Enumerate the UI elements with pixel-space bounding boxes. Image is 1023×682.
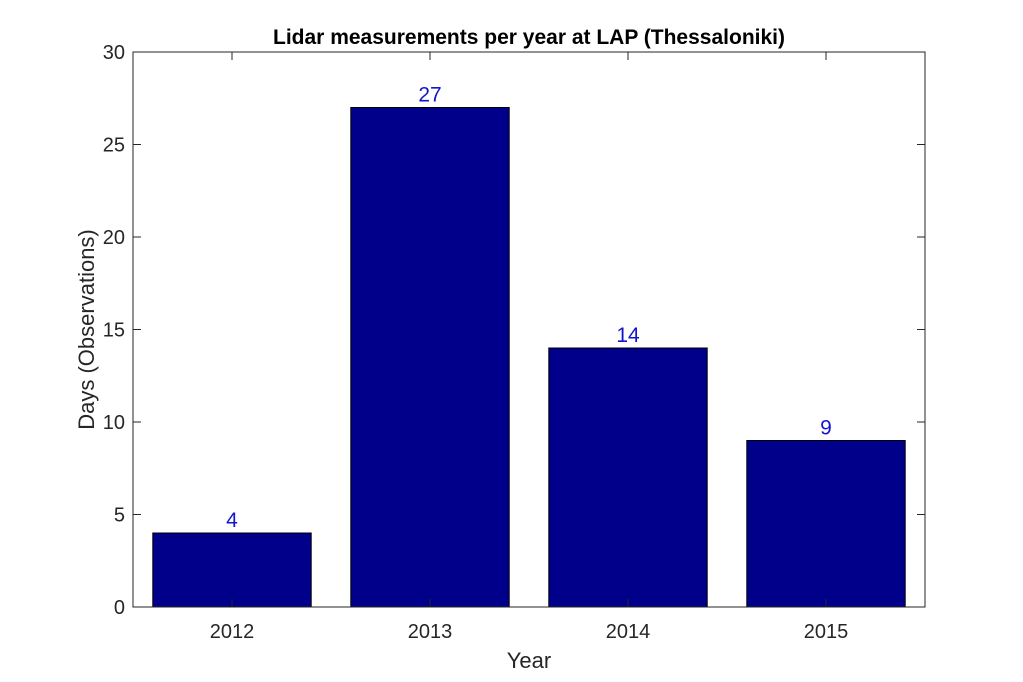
y-tick-label-10: 10 — [103, 412, 125, 434]
data-label-2012: 4 — [226, 509, 238, 532]
y-tick-label-30: 30 — [103, 42, 125, 64]
bar-2012 — [152, 532, 312, 608]
x-axis-title: Year — [507, 648, 551, 673]
data-label-2014: 14 — [616, 324, 640, 347]
data-labels-layer: 4 27 14 9 — [226, 84, 832, 533]
bar-2015 — [746, 440, 906, 608]
plot-frame — [132, 51, 926, 608]
x-tick-label-2015: 2015 — [804, 621, 849, 643]
y-tick-label-25: 25 — [103, 135, 125, 157]
x-tick-label-2014: 2014 — [606, 621, 651, 643]
bar-2013 — [350, 107, 510, 608]
y-tick-label-5: 5 — [114, 505, 125, 527]
y-tick-label-0: 0 — [114, 597, 125, 619]
y-tick-label-20: 20 — [103, 227, 125, 249]
bar-2014 — [548, 347, 708, 608]
x-tick-label-2013: 2013 — [408, 621, 453, 643]
data-label-2015: 9 — [820, 417, 832, 440]
chart-title: Lidar measurements per year at LAP (Thes… — [273, 26, 785, 49]
y-tick-label-15: 15 — [103, 320, 125, 342]
axes-layer: 2012 2013 2014 2015 0 5 10 15 20 25 30 — [103, 42, 926, 643]
x-tick-label-2012: 2012 — [210, 621, 255, 643]
data-label-2013: 27 — [418, 84, 441, 107]
bars-layer — [152, 107, 906, 608]
y-axis-title: Days (Observations) — [74, 229, 99, 430]
